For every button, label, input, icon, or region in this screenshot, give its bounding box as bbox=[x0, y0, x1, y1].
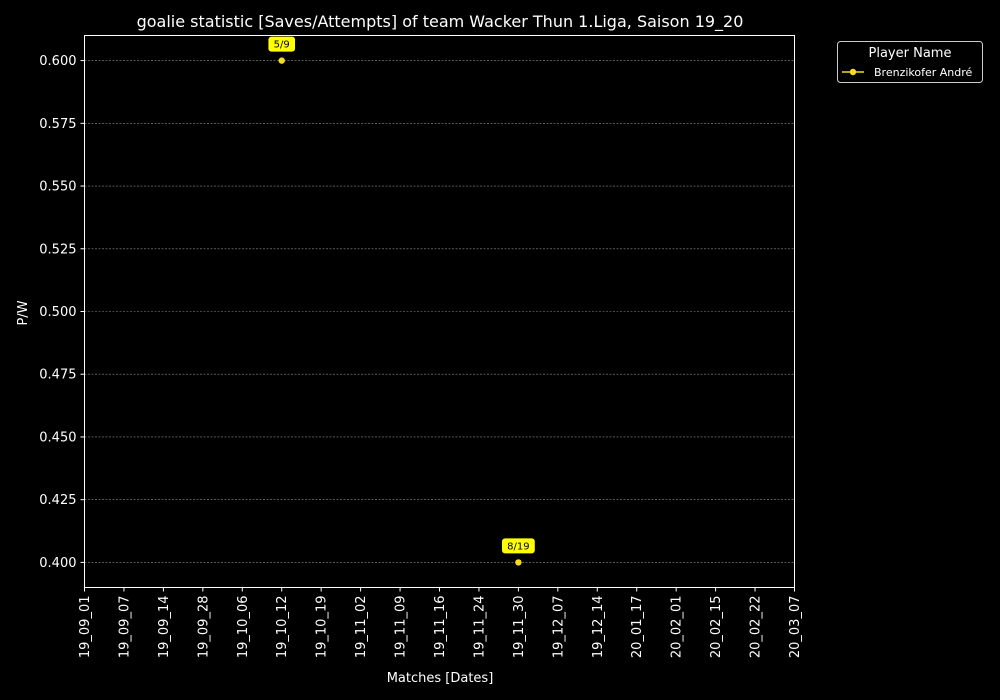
y-tick-label: 0.450 bbox=[39, 430, 76, 445]
x-tick-label: 19_12_07 bbox=[551, 596, 566, 659]
series-layer: 5/9 8/19 bbox=[268, 36, 535, 566]
x-axis-label: Matches [Dates] bbox=[387, 671, 494, 686]
x-tick-label: 20_02_22 bbox=[749, 596, 764, 659]
x-tick-label: 20_02_15 bbox=[709, 596, 724, 659]
y-tick-label: 0.550 bbox=[39, 180, 76, 195]
x-tick-label: 19_11_30 bbox=[512, 596, 527, 659]
x-tick-label: 19_10_06 bbox=[236, 596, 251, 659]
y-tick-label: 0.400 bbox=[39, 556, 76, 571]
x-axis: 19_09_01 19_09_07 19_09_14 19_09_28 19_10_06… bbox=[78, 587, 803, 659]
y-tick-label: 0.475 bbox=[39, 368, 76, 383]
data-label-box bbox=[268, 36, 296, 52]
y-tick-label: 0.500 bbox=[39, 305, 76, 320]
y-tick-label: 0.575 bbox=[39, 117, 76, 132]
x-tick-label: 19_12_14 bbox=[591, 596, 606, 659]
legend-series-marker bbox=[849, 68, 857, 76]
x-tick-label: 20_03_07 bbox=[788, 596, 803, 659]
x-tick-label: 19_11_24 bbox=[472, 596, 487, 659]
y-axis-label: P/W bbox=[16, 300, 31, 325]
x-tick-label: 19_10_19 bbox=[315, 596, 330, 659]
legend-title: Player Name bbox=[869, 46, 952, 61]
data-label: 5/9 bbox=[274, 40, 290, 51]
y-tick-label: 0.600 bbox=[39, 54, 76, 69]
plot-frame bbox=[84, 35, 795, 588]
x-tick-label: 20_01_17 bbox=[630, 596, 645, 659]
y-tick-label: 0.525 bbox=[39, 242, 76, 257]
chart-title: goalie statistic [Saves/Attempts] of tea… bbox=[137, 12, 744, 32]
legend-box bbox=[837, 41, 983, 83]
x-tick-label: 19_09_14 bbox=[157, 596, 172, 659]
x-tick-label: 20_02_01 bbox=[670, 596, 685, 659]
grid-layer bbox=[84, 60, 795, 563]
x-tick-label: 19_11_16 bbox=[433, 596, 448, 659]
x-tick-label: 19_09_01 bbox=[78, 596, 93, 659]
x-tick-label: 19_11_02 bbox=[354, 596, 369, 659]
legend: Player Name Brenzikofer André bbox=[837, 41, 983, 83]
data-label: 8/19 bbox=[507, 541, 529, 552]
y-axis: 0.400 0.425 0.450 0.475 0.500 0.525 0.550 0.575… bbox=[39, 54, 85, 571]
x-tick-label: 19_09_28 bbox=[196, 596, 211, 659]
x-tick-label: 19_11_09 bbox=[394, 596, 409, 659]
y-tick-label: 0.425 bbox=[39, 493, 76, 508]
x-tick-label: 19_09_07 bbox=[117, 596, 132, 659]
legend-series-label: Brenzikofer André bbox=[874, 66, 973, 79]
x-tick-label: 19_10_12 bbox=[275, 596, 290, 659]
data-point bbox=[278, 57, 285, 64]
data-point bbox=[515, 559, 522, 566]
data-label-box bbox=[501, 538, 535, 554]
